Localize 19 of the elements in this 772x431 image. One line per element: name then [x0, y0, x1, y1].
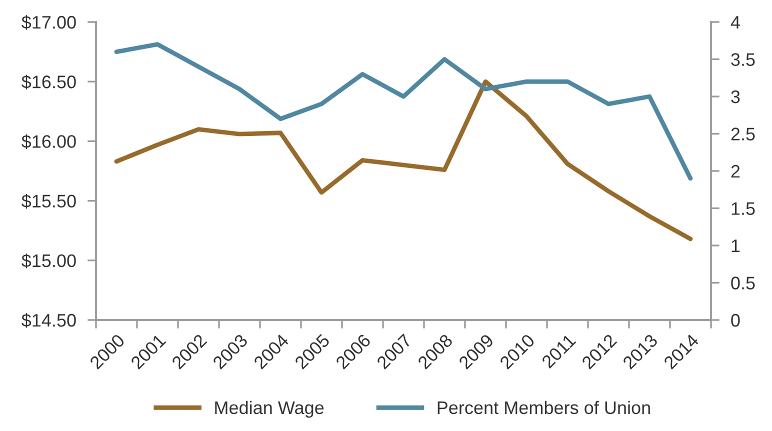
- y-tick-label: $16.50: [22, 74, 76, 90]
- y-tick-label: $15.50: [22, 194, 76, 209]
- y2-tick-label: 0.5: [731, 276, 755, 290]
- y2-tick-label: 2: [731, 164, 740, 178]
- y2-tick-label: 1: [732, 240, 740, 252]
- legend-label: Median Wage: [215, 400, 324, 418]
- y2-tick-label: 0: [731, 314, 740, 327]
- legend-label: Percent Members of Union: [438, 400, 650, 414]
- y2-tick-label: 2.5: [731, 128, 755, 140]
- line-series: [114, 79, 693, 242]
- y2-tick-label: 1.5: [732, 202, 755, 215]
- y2-tick-label: 3: [731, 90, 740, 104]
- y-tick-label: $17.00: [22, 15, 76, 30]
- y2-tick-label: 3.5: [731, 53, 755, 66]
- y2-tick-label: 4: [730, 16, 740, 29]
- y-tick-label: $15.00: [22, 254, 76, 268]
- y-tick-label: $14.50: [22, 313, 76, 328]
- line-series: [114, 42, 693, 181]
- y-tick-label: $16.00: [22, 134, 76, 149]
